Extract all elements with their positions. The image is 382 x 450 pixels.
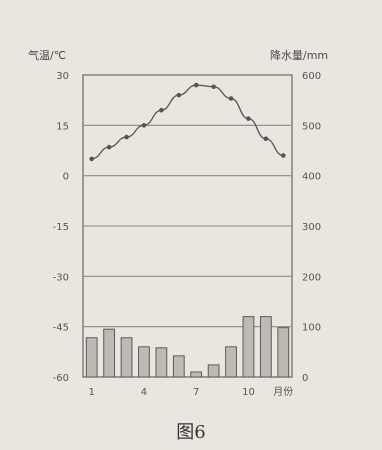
right-tick-label: 400 xyxy=(302,172,321,183)
right-tick-label: 600 xyxy=(302,71,321,82)
precipitation-bar xyxy=(120,337,133,378)
precipitation-bar xyxy=(103,328,116,378)
x-tick-label: 7 xyxy=(193,387,199,398)
temperature-point xyxy=(193,82,199,88)
temperature-point xyxy=(211,84,216,90)
precipitation-axis-label: 降水量/mm xyxy=(270,49,329,62)
x-tick-label: 1 xyxy=(89,387,95,398)
temperature-point xyxy=(159,107,164,113)
precipitation-bar xyxy=(190,371,203,378)
temperature-axis-label: 气温/℃ xyxy=(28,49,67,62)
temperature-point xyxy=(280,153,286,158)
precipitation-bar xyxy=(207,364,220,378)
temperature-point xyxy=(124,134,129,140)
x-tick-label: 月份 xyxy=(273,386,293,398)
temperature-point xyxy=(89,156,95,162)
figure-caption: 图6 xyxy=(176,422,206,443)
x-tick-label: 10 xyxy=(242,387,255,398)
temperature-point xyxy=(228,96,234,101)
left-tick-label: -30 xyxy=(53,272,69,283)
precipitation-bar xyxy=(259,316,272,378)
right-tick-label: 200 xyxy=(302,272,321,283)
right-tick-label: 500 xyxy=(302,121,321,132)
left-tick-label: -60 xyxy=(53,373,69,384)
temperature-point xyxy=(246,116,251,121)
temperature-point xyxy=(141,123,147,128)
left-tick-label: 15 xyxy=(56,121,69,132)
right-tick-label: 300 xyxy=(302,222,321,233)
x-tick-label: 4 xyxy=(141,387,147,398)
left-tick-label: -15 xyxy=(53,222,69,233)
precipitation-bar xyxy=(155,347,168,378)
left-tick-label: 30 xyxy=(56,71,69,82)
precipitation-bar xyxy=(242,316,255,378)
precipitation-bar xyxy=(172,355,185,378)
temperature-point xyxy=(263,136,269,142)
temperature-line xyxy=(91,84,284,160)
left-tick-label: 0 xyxy=(63,172,69,183)
left-tick-label: -45 xyxy=(53,323,69,334)
precipitation-bar xyxy=(138,346,150,378)
precipitation-bar xyxy=(277,327,290,378)
right-tick-label: 100 xyxy=(302,323,321,334)
right-tick-label: 0 xyxy=(302,373,308,384)
precipitation-bar xyxy=(225,346,237,378)
precipitation-bar xyxy=(85,337,98,378)
temperature-point xyxy=(106,144,112,150)
temperature-point xyxy=(176,92,182,98)
